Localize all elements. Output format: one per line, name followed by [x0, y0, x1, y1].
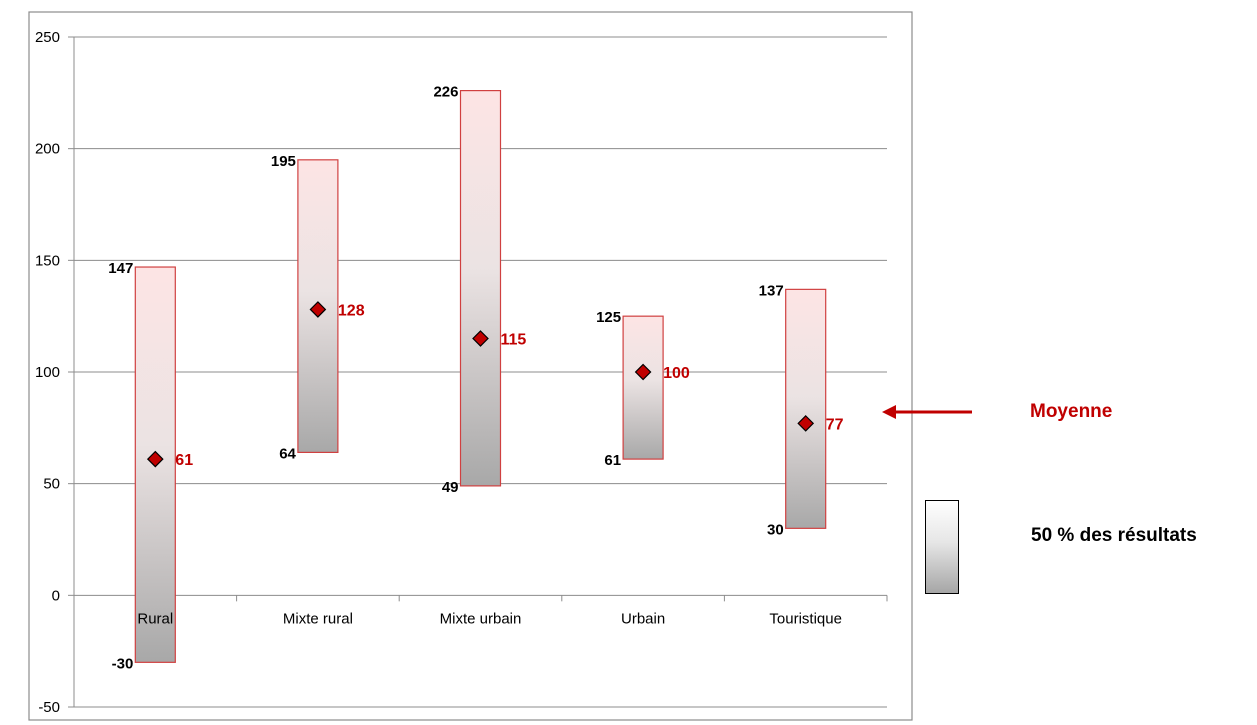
low-value-label: 61 [604, 452, 621, 469]
mean-marker [472, 330, 489, 347]
x-category-label: Urbain [621, 610, 665, 627]
range-bar [622, 315, 664, 460]
range-bar [459, 89, 502, 487]
mean-marker [634, 363, 652, 381]
y-axis: -50 0 50 100 150 200 250 [35, 29, 888, 716]
y-tick-label: 0 [52, 587, 60, 604]
x-category-label: Touristique [769, 610, 842, 627]
high-value-label: 125 [596, 309, 621, 326]
x-category-label: Rural [137, 610, 173, 627]
y-tick-label: 200 [35, 141, 60, 158]
legend-range-label: 50 % des résultats [1031, 525, 1197, 546]
high-value-label: 147 [108, 260, 133, 277]
legend-mean-label: Moyenne [1030, 401, 1113, 422]
y-tick-label: 50 [43, 476, 60, 493]
y-tick-label: -50 [38, 699, 60, 716]
mean-marker [309, 301, 327, 318]
mean-value-label: 115 [501, 332, 527, 349]
mean-marker [797, 415, 815, 432]
y-tick-label: 100 [35, 364, 60, 381]
low-value-label: 64 [279, 445, 296, 462]
range-bar [785, 288, 827, 529]
mean-value-label: 128 [338, 302, 365, 319]
low-value-label: 30 [767, 521, 784, 538]
mean-marker [146, 450, 164, 468]
data-labels: 147 -30 61 195 64 128 226 49 115 125 61 100 137 30 77 [108, 84, 843, 673]
low-value-label: 49 [442, 479, 459, 496]
x-category-label: Mixte rural [283, 610, 353, 627]
range-bars [134, 89, 827, 663]
mean-markers [146, 301, 815, 468]
x-category-label: Mixte urbain [440, 610, 522, 627]
mean-value-label: 61 [175, 452, 193, 469]
x-axis-labels: Rural Mixte rural Mixte urbain Urbain Touris… [137, 610, 842, 627]
low-value-label: -30 [112, 655, 134, 672]
arrow-left-icon [882, 405, 972, 419]
mean-value-label: 100 [663, 365, 690, 382]
y-tick-label: 150 [35, 252, 60, 269]
mean-value-label: 77 [826, 416, 844, 433]
legend-range-swatch [925, 500, 959, 594]
y-tick-label: 250 [35, 29, 60, 46]
high-value-label: 137 [759, 282, 784, 299]
high-value-label: 226 [433, 84, 458, 101]
high-value-label: 195 [271, 153, 296, 170]
